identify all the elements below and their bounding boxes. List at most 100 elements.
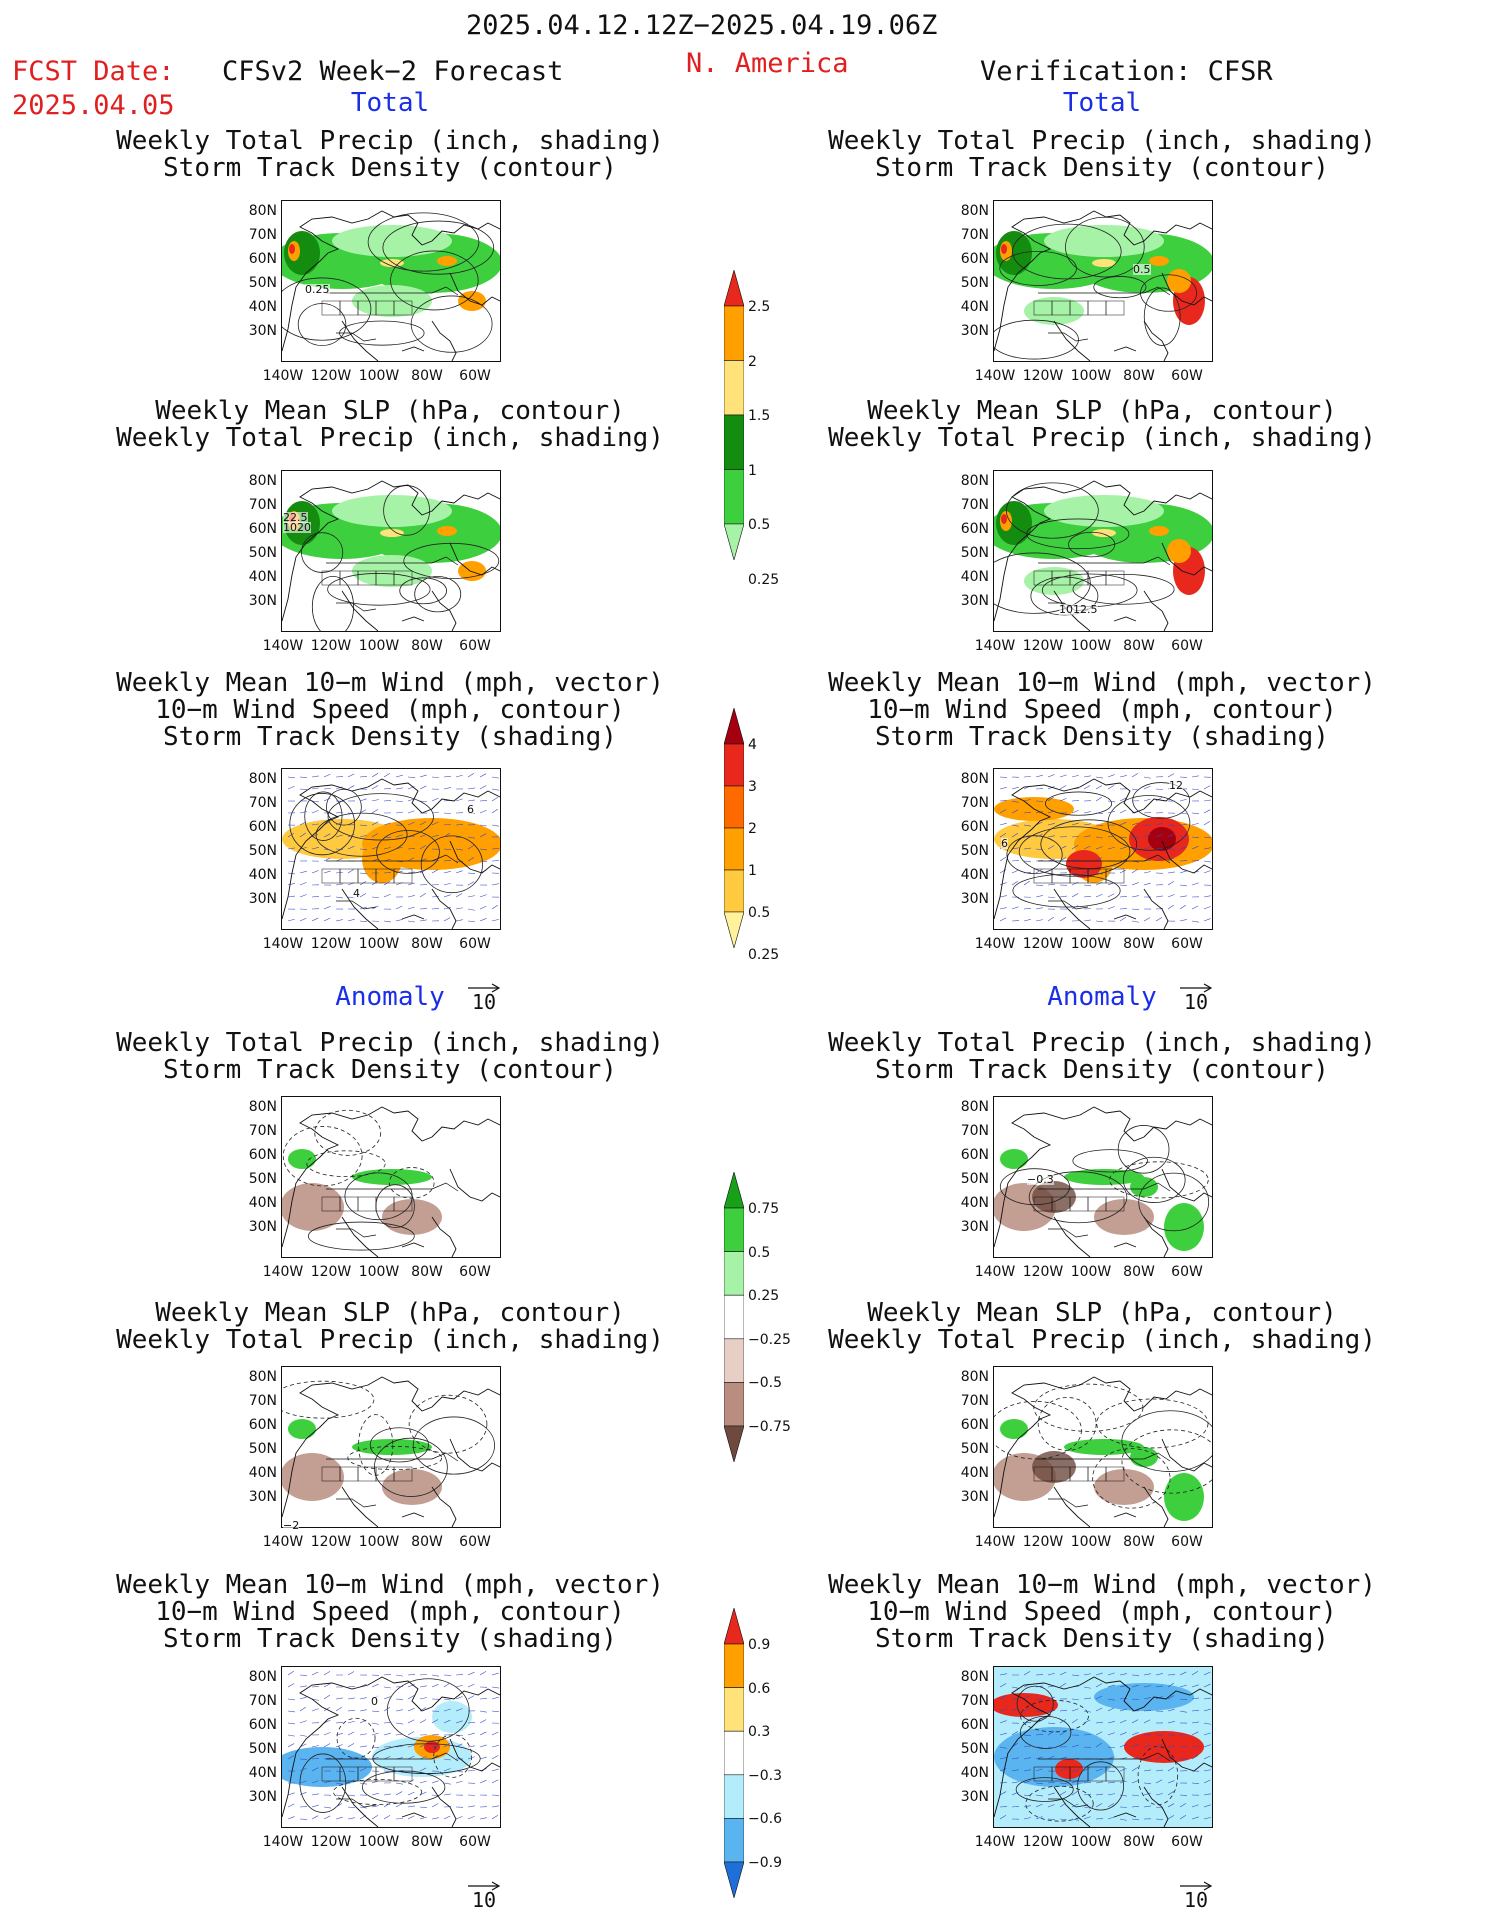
colorbar-tick-label: 0.5	[748, 905, 771, 921]
lon-tick-label: 120W	[310, 1264, 352, 1280]
colorbar-storm_total	[723, 706, 804, 950]
lon-tick-label: 120W	[1022, 936, 1064, 952]
lon-tick-label: 80W	[411, 638, 443, 654]
colorbar-tick-label: −0.6	[748, 1811, 782, 1828]
lat-tick-label: 80N	[248, 203, 277, 219]
lat-tick-label: 50N	[248, 545, 277, 561]
fc-total-wind-storm-title-line: Storm Track Density (shading)	[163, 722, 617, 752]
lat-tick-label: 40N	[960, 1465, 989, 1481]
ob-anom-precip-storm-title-line: Storm Track Density (contour)	[875, 1055, 1329, 1085]
lat-tick-label: 40N	[248, 1765, 277, 1781]
section-total-right: Total	[1062, 88, 1142, 118]
lat-tick-label: 30N	[248, 1219, 277, 1235]
ob-total-wind-storm-title-line: 10−m Wind Speed (mph, contour)	[867, 695, 1337, 725]
contour-label: −0.3	[1027, 1173, 1054, 1186]
fc-anom-precip-storm-title-line: Weekly Total Precip (inch, shading)	[116, 1028, 664, 1058]
lat-tick-label: 80N	[248, 1099, 277, 1115]
colorbar-tick-label: 3	[748, 779, 757, 795]
lon-tick-label: 80W	[1123, 368, 1155, 384]
lon-tick-label: 100W	[1070, 1834, 1112, 1850]
lon-tick-label: 80W	[1123, 1534, 1155, 1550]
fc-anom-precip-storm-map	[281, 1096, 501, 1258]
lat-tick-label: 70N	[248, 1123, 277, 1139]
lat-tick-label: 70N	[960, 795, 989, 811]
lat-tick-label: 50N	[248, 1441, 277, 1457]
colorbar-tick-label: 0.9	[748, 1637, 771, 1653]
lat-tick-label: 30N	[248, 1789, 277, 1805]
contour-label: 0	[371, 1695, 378, 1708]
lat-tick-label: 50N	[960, 1441, 989, 1457]
lon-tick-label: 100W	[1070, 1264, 1112, 1280]
colorbar-tick-label: 0.75	[748, 1201, 780, 1217]
lon-tick-label: 60W	[459, 1264, 491, 1280]
ob-total-precip-storm-title-line: Storm Track Density (contour)	[875, 153, 1329, 183]
lat-tick-label: 70N	[960, 1693, 989, 1709]
lon-tick-label: 60W	[1171, 638, 1203, 654]
ob-anom-wind-storm-title-line: 10−m Wind Speed (mph, contour)	[867, 1597, 1337, 1627]
lat-tick-label: 70N	[248, 497, 277, 513]
lat-tick-label: 70N	[248, 227, 277, 243]
lat-tick-label: 40N	[960, 867, 989, 883]
lat-tick-label: 60N	[960, 819, 989, 835]
ob-anom-slp-precip-map	[993, 1366, 1213, 1528]
lat-tick-label: 80N	[248, 1669, 277, 1685]
lon-tick-label: 140W	[262, 936, 304, 952]
colorbar-tick-label: 1	[748, 462, 757, 479]
colorbar-tick-label: −0.3	[748, 1767, 782, 1784]
lat-tick-label: 70N	[248, 1393, 277, 1409]
contour-label: 4	[353, 887, 360, 900]
lon-tick-label: 100W	[358, 1264, 400, 1280]
lon-tick-label: 60W	[459, 1534, 491, 1550]
lat-tick-label: 60N	[960, 1417, 989, 1433]
lat-tick-label: 30N	[248, 891, 277, 907]
fc-total-precip-storm-map	[281, 200, 501, 362]
lon-tick-label: 140W	[262, 368, 304, 384]
colorbar-tick-label: −0.9	[748, 1855, 782, 1871]
lat-tick-label: 40N	[960, 1765, 989, 1781]
section-anomaly-left: Anomaly	[335, 982, 445, 1012]
verification-title: Verification: CFSR	[980, 56, 1273, 87]
vector-reference-label: 10	[1183, 990, 1209, 1014]
colorbar-storm_anom	[723, 1606, 804, 1900]
forecast-title: CFSv2 Week−2 Forecast	[222, 56, 564, 87]
fcst-date-value: 2025.04.05	[12, 90, 175, 121]
lon-tick-label: 100W	[1070, 1534, 1112, 1550]
fcst-date-label: FCST Date:	[12, 56, 175, 87]
lat-tick-label: 40N	[248, 867, 277, 883]
lon-tick-label: 60W	[459, 1834, 491, 1850]
colorbar-tick-label: 0.3	[748, 1724, 771, 1741]
lon-tick-label: 80W	[1123, 936, 1155, 952]
lon-tick-label: 140W	[974, 1834, 1016, 1850]
colorbar-tick-label: 0.5	[748, 517, 771, 533]
lat-tick-label: 80N	[960, 203, 989, 219]
lon-tick-label: 140W	[262, 1834, 304, 1850]
lon-tick-label: 60W	[459, 368, 491, 384]
lon-tick-label: 60W	[1171, 1534, 1203, 1550]
ob-anom-slp-precip-title-line: Weekly Total Precip (inch, shading)	[828, 1325, 1376, 1355]
lon-tick-label: 80W	[411, 936, 443, 952]
contour-label: −2	[283, 1519, 300, 1532]
lat-tick-label: 40N	[248, 299, 277, 315]
colorbar-tick-label: 4	[748, 737, 757, 753]
lon-tick-label: 120W	[1022, 638, 1064, 654]
ob-anom-wind-storm-title-line: Storm Track Density (shading)	[875, 1624, 1329, 1654]
ob-anom-precip-storm-title-line: Weekly Total Precip (inch, shading)	[828, 1028, 1376, 1058]
section-total-left: Total	[350, 88, 430, 118]
lon-tick-label: 140W	[974, 936, 1016, 952]
contour-label: 0.5	[1133, 263, 1151, 276]
fc-anom-slp-precip-title-line: Weekly Mean SLP (hPa, contour)	[155, 1298, 625, 1328]
contour-label: 12	[1169, 779, 1183, 792]
lat-tick-label: 30N	[248, 593, 277, 609]
lon-tick-label: 120W	[1022, 1534, 1064, 1550]
lat-tick-label: 50N	[248, 1171, 277, 1187]
lat-tick-label: 30N	[960, 323, 989, 339]
lon-tick-label: 80W	[411, 1534, 443, 1550]
lat-tick-label: 50N	[248, 1741, 277, 1757]
colorbar-precip_total	[723, 268, 804, 562]
lon-tick-label: 100W	[1070, 638, 1112, 654]
lat-tick-label: 80N	[248, 473, 277, 489]
lon-tick-label: 100W	[1070, 368, 1112, 384]
lon-tick-label: 140W	[262, 1534, 304, 1550]
colorbar-tick-label: 2	[748, 353, 757, 370]
colorbar-tick-label: 0.25	[748, 571, 780, 588]
